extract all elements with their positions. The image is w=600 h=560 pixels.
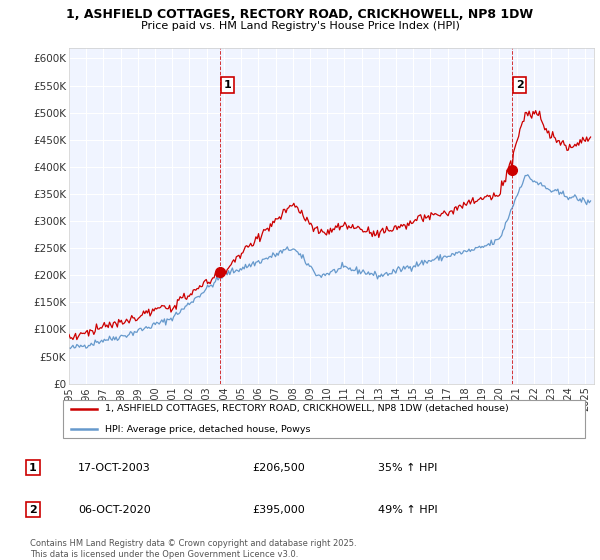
Text: 49% ↑ HPI: 49% ↑ HPI — [378, 505, 437, 515]
Text: 1, ASHFIELD COTTAGES, RECTORY ROAD, CRICKHOWELL, NP8 1DW (detached house): 1, ASHFIELD COTTAGES, RECTORY ROAD, CRIC… — [105, 404, 509, 413]
Text: Price paid vs. HM Land Registry's House Price Index (HPI): Price paid vs. HM Land Registry's House … — [140, 21, 460, 31]
Text: £395,000: £395,000 — [252, 505, 305, 515]
Text: 06-OCT-2020: 06-OCT-2020 — [78, 505, 151, 515]
Text: 35% ↑ HPI: 35% ↑ HPI — [378, 463, 437, 473]
FancyBboxPatch shape — [62, 400, 585, 437]
Text: 2: 2 — [29, 505, 37, 515]
Text: £206,500: £206,500 — [252, 463, 305, 473]
Text: 1: 1 — [29, 463, 37, 473]
Text: 1: 1 — [224, 80, 232, 90]
Text: 1, ASHFIELD COTTAGES, RECTORY ROAD, CRICKHOWELL, NP8 1DW: 1, ASHFIELD COTTAGES, RECTORY ROAD, CRIC… — [67, 8, 533, 21]
Text: HPI: Average price, detached house, Powys: HPI: Average price, detached house, Powy… — [105, 424, 310, 433]
Text: 17-OCT-2003: 17-OCT-2003 — [78, 463, 151, 473]
Text: Contains HM Land Registry data © Crown copyright and database right 2025.
This d: Contains HM Land Registry data © Crown c… — [30, 539, 356, 559]
Text: 2: 2 — [516, 80, 524, 90]
